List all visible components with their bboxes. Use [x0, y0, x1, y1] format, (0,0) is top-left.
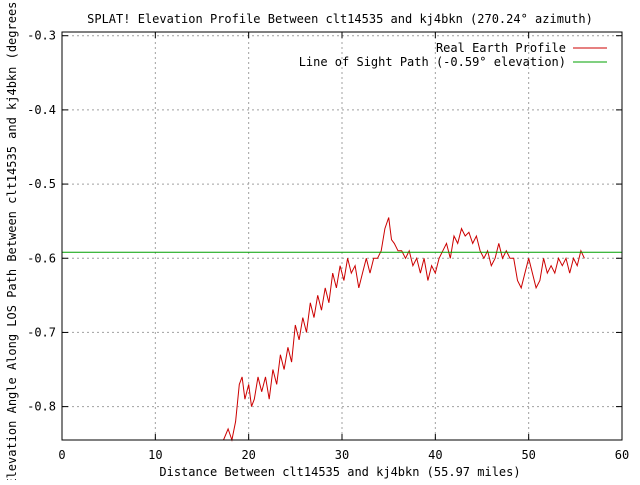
axis-ticks: 0 10 20 30 40 50 60 -0.8 -0.7 -0.6 -0.5 -0.4 -0.3 [27, 29, 629, 462]
y-tick-label: -0.8 [27, 400, 56, 414]
chart-title: SPLAT! Elevation Profile Between clt1453… [87, 12, 593, 26]
x-tick-label: 10 [148, 448, 162, 462]
x-tick-label: 60 [615, 448, 629, 462]
legend-label: Real Earth Profile [436, 41, 566, 55]
grid [62, 32, 622, 440]
x-tick-label: 30 [335, 448, 349, 462]
series-lines [62, 217, 622, 442]
x-tick-label: 40 [428, 448, 442, 462]
y-axis-label: Elevation Angle Along LOS Path Between c… [5, 0, 19, 480]
x-tick-label: 0 [58, 448, 65, 462]
y-tick-label: -0.4 [27, 103, 56, 117]
y-tick-label: -0.3 [27, 29, 56, 43]
legend-label: Line of Sight Path (-0.59° elevation) [299, 55, 566, 69]
plot-frame [61, 31, 623, 441]
x-tick-label: 20 [241, 448, 255, 462]
y-tick-label: -0.7 [27, 325, 56, 339]
y-tick-label: -0.5 [27, 177, 56, 191]
x-tick-label: 50 [521, 448, 535, 462]
series-line-0 [223, 217, 585, 442]
y-tick-label: -0.6 [27, 251, 56, 265]
x-axis-label: Distance Between clt14535 and kj4bkn (55… [159, 465, 520, 479]
